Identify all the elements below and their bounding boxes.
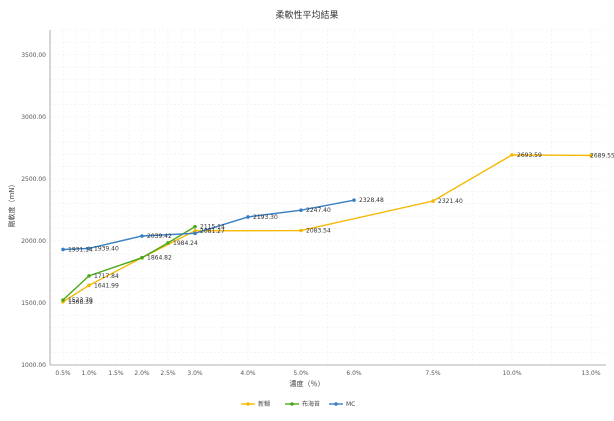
data-point	[140, 255, 144, 260]
data-point	[87, 283, 91, 288]
data-label: 2115.14	[200, 224, 225, 231]
data-label: 1523.79	[68, 297, 93, 304]
data-point	[352, 198, 356, 202]
legend-marker	[290, 402, 294, 406]
data-label: 2083.54	[306, 228, 331, 235]
x-tick-label: 1.0%	[81, 370, 97, 377]
data-point	[299, 228, 303, 233]
y-tick-label: 1000.00	[21, 362, 46, 369]
legend-label: 新糊	[258, 400, 270, 408]
chart-title: 柔軟性平均結果	[275, 9, 338, 21]
data-point	[193, 231, 197, 236]
series-line	[62, 154, 592, 303]
data-label: 1508.39	[68, 299, 93, 306]
data-label: 2321.40	[438, 198, 463, 205]
data-label: 1939.40	[94, 245, 119, 252]
x-tick-label: 2.0%	[134, 370, 150, 377]
data-point	[431, 199, 435, 203]
grid	[50, 29, 606, 366]
data-labels: 1508.39 1641.99 1864.82 2081.27 2083.54 2321.…	[68, 152, 614, 306]
data-label: 1641.99	[94, 282, 119, 289]
data-point	[589, 153, 593, 158]
series-group	[61, 153, 593, 304]
x-tick-label: 0.5%	[55, 370, 71, 377]
x-tick-label: 7.5%	[425, 370, 441, 377]
y-tick-label: 2000.00	[21, 238, 46, 245]
legend-marker	[334, 402, 338, 406]
data-point	[193, 224, 197, 229]
data-label: 2193.30	[253, 214, 278, 221]
data-label: 2039.42	[147, 233, 172, 240]
data-point	[61, 247, 65, 252]
data-point	[140, 234, 144, 238]
data-label: 1931.14	[68, 246, 93, 253]
data-label: 2328.48	[359, 197, 384, 204]
y-tick-label: 2500.00	[21, 176, 46, 183]
y-tick-label: 1500.00	[21, 300, 46, 307]
data-point	[510, 153, 514, 157]
data-point	[87, 246, 91, 251]
data-point	[87, 274, 91, 278]
data-label: 1717.84	[94, 273, 119, 280]
x-tick-label: 13.0%	[581, 370, 600, 377]
data-point	[193, 229, 197, 233]
x-tick-label: 10.0%	[502, 370, 521, 377]
axes: 1000.00 1500.00 2000.00 2500.00 3000.00 3500.…	[21, 30, 606, 377]
y-tick-label: 3000.00	[21, 114, 46, 121]
data-label: 1984.24	[173, 240, 198, 247]
legend-label: 布海苔	[302, 400, 320, 408]
x-axis-title: 濃度（％）	[290, 379, 325, 388]
legend: 新糊 布海苔 MC	[241, 400, 355, 408]
data-point	[246, 215, 250, 219]
data-label: 2693.59	[517, 152, 542, 159]
x-tick-label: 5.0%	[293, 370, 309, 377]
x-tick-label: 3.0%	[187, 370, 203, 377]
legend-marker	[246, 402, 250, 406]
data-point	[61, 298, 65, 302]
data-label: 1864.82	[147, 255, 172, 262]
x-tick-label: 2.5%	[160, 370, 176, 377]
data-point	[166, 241, 170, 245]
legend-label: MC	[346, 401, 355, 408]
x-tick-label: 6.0%	[346, 370, 362, 377]
x-tick-label: 4.0%	[240, 370, 256, 377]
data-label: 2689.55	[590, 152, 614, 159]
y-axis-title: 剛軟度（mN）	[7, 180, 16, 227]
data-point	[299, 208, 303, 213]
y-tick-label: 3500.00	[21, 52, 46, 59]
data-label: 2247.40	[306, 207, 331, 214]
data-label: 2081.27	[200, 228, 225, 235]
x-tick-label: 1.5%	[108, 370, 124, 377]
